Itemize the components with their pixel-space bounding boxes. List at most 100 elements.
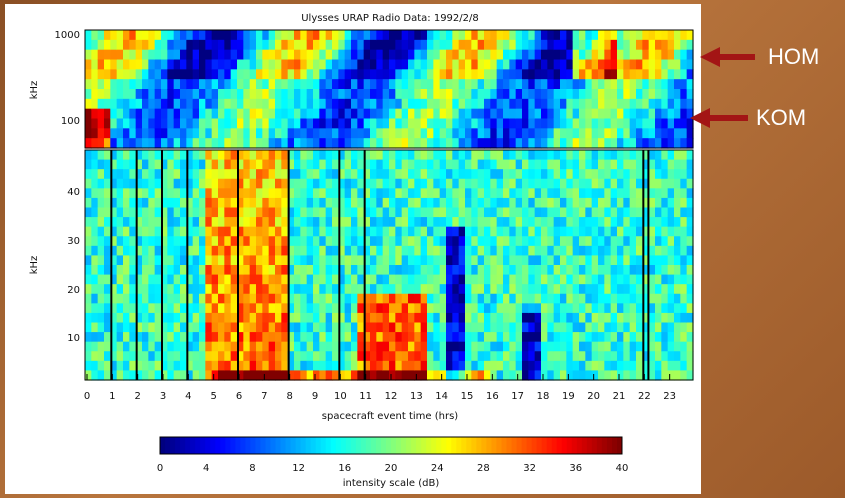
spectrogram-cell [674,351,681,361]
spectrogram-cell [345,119,352,129]
spectrogram-cell [484,169,491,179]
spectrogram-cell [364,128,371,138]
spectrogram-cell [199,160,206,170]
spectrogram-cell [611,169,618,179]
spectrogram-cell [389,227,396,237]
spectrogram-cell [471,188,478,198]
spectrogram-cell [452,284,459,294]
spectrogram-cell [395,30,402,40]
spectrogram-cell [630,284,637,294]
spectrogram-cell [465,69,472,79]
spectrogram-cell [256,342,263,352]
spectrogram-cell [598,69,605,79]
spectrogram-cell [332,275,339,285]
spectrogram-cell [85,138,92,148]
spectrogram-cell [383,323,390,333]
spectrogram-cell [193,69,200,79]
colorbar-cell [517,437,523,454]
spectrogram-cell [212,138,219,148]
colorbar-tick-label: 28 [477,463,490,474]
spectrogram-cell [224,109,231,119]
spectrogram-cell [617,40,624,50]
spectrogram-cell [668,109,675,119]
spectrogram-cell [554,160,561,170]
spectrogram-cell [655,284,662,294]
colorbar-cell [527,437,533,454]
spectrogram-cell [332,138,339,148]
spectrogram-cell [446,217,453,227]
spectrogram-cell [661,188,668,198]
spectrogram-cell [535,109,542,119]
spectrogram-cell [288,119,295,129]
spectrogram-cell [541,99,548,109]
spectrogram-cell [465,138,472,148]
spectrogram-cell [478,351,485,361]
spectrogram-cell [231,79,238,89]
spectrogram-cell [218,99,225,109]
spectrogram-cell [224,323,231,333]
spectrogram-cell [427,323,434,333]
spectrogram-cell [560,323,567,333]
spectrogram-cell [560,294,567,304]
spectrogram-cell [383,265,390,275]
spectrogram-cell [218,138,225,148]
spectrogram-cell [516,208,523,218]
spectrogram-cell [357,40,364,50]
spectrogram-cell [478,150,485,160]
spectrogram-cell [294,179,301,189]
spectrogram-cell [471,208,478,218]
spectrogram-cell [383,313,390,323]
spectrogram-cell [395,179,402,189]
spectrogram-cell [427,217,434,227]
spectrogram-cell [275,208,282,218]
spectrogram-cell [484,246,491,256]
spectrogram-cell [205,246,212,256]
spectrogram-cell [155,236,162,246]
spectrogram-cell [142,370,149,380]
spectrogram-cell [351,169,358,179]
spectrogram-cell [250,198,257,208]
spectrogram-cell [364,30,371,40]
spectrogram-cell [516,188,523,198]
spectrogram-cell [661,217,668,227]
spectrogram-cell [611,275,618,285]
spectrogram-cell [129,50,136,60]
spectrogram-cell [680,160,687,170]
spectrogram-cell [433,89,440,99]
spectrogram-cell [142,208,149,218]
spectrogram-cell [326,332,333,342]
spectrogram-cell [509,284,516,294]
spectrogram-cell [167,89,174,99]
colorbar-cell [582,437,588,454]
spectrogram-cell [668,60,675,70]
spectrogram-cell [579,188,586,198]
spectrogram-cell [117,188,124,198]
spectrogram-cell [592,188,599,198]
spectrogram-cell [186,109,193,119]
spectrogram-cell [269,227,276,237]
colorbar-cell [572,437,578,454]
spectrogram-cell [193,275,200,285]
spectrogram-cell [642,128,649,138]
spectrogram-cell [345,265,352,275]
spectrogram-cell [585,119,592,129]
spectrogram-cell [256,69,263,79]
spectrogram-cell [668,119,675,129]
spectrogram-cell [604,119,611,129]
spectrogram-cell [148,60,155,70]
spectrogram-cell [560,40,567,50]
spectrogram-cell [668,128,675,138]
spectrogram-cell [148,150,155,160]
spectrogram-cell [129,188,136,198]
spectrogram-cell [351,284,358,294]
spectrogram-cell [256,79,263,89]
spectrogram-cell [243,188,250,198]
spectrogram-cell [592,313,599,323]
spectrogram-cell [313,60,320,70]
spectrogram-cell [433,208,440,218]
spectrogram-cell [408,246,415,256]
spectrogram-cell [332,188,339,198]
spectrogram-cell [598,138,605,148]
spectrogram-cell [484,255,491,265]
spectrogram-cell [452,138,459,148]
